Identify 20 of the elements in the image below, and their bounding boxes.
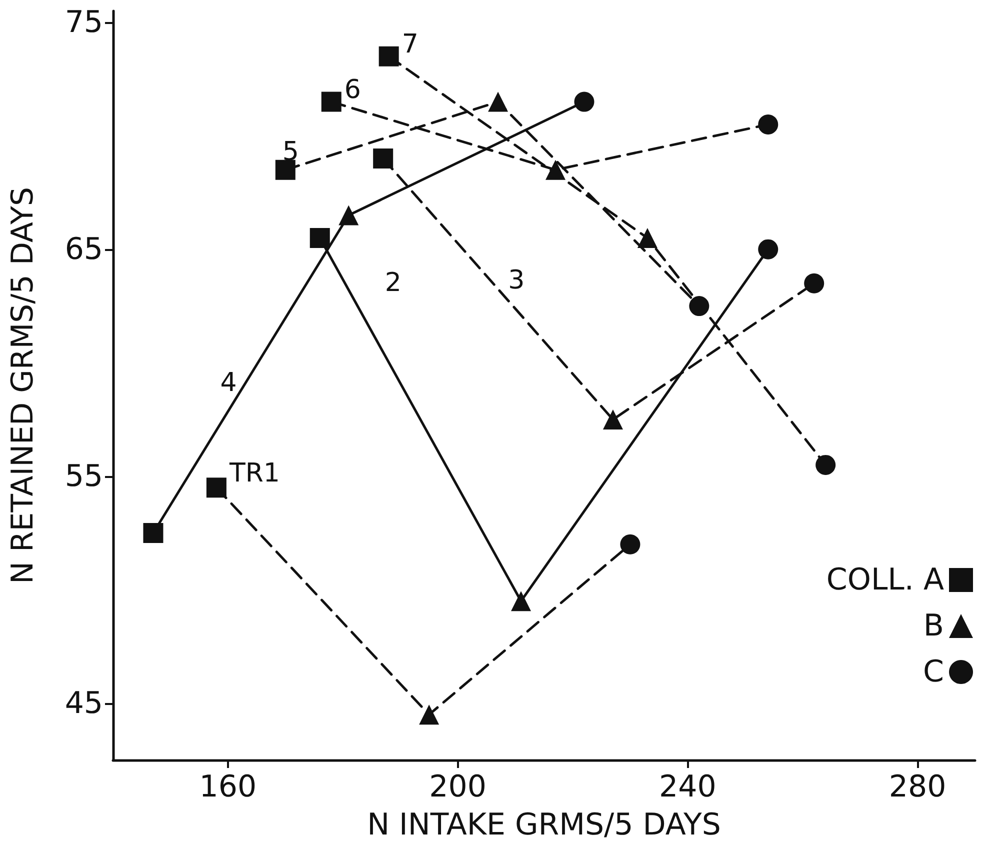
- series-label: 2: [384, 268, 402, 298]
- series-label: 3: [508, 266, 525, 296]
- series-label: 7: [402, 29, 418, 60]
- series-label: 6: [344, 74, 361, 105]
- legend-label: COLL. A: [826, 562, 944, 598]
- x-tick-label: 240: [659, 770, 716, 804]
- y-tick-label: 55: [64, 458, 103, 494]
- y-tick-label: 45: [64, 686, 103, 721]
- y-tick-label: 75: [64, 4, 103, 40]
- legend-label: C: [923, 654, 944, 690]
- y-tick-label: 65: [64, 232, 103, 267]
- series-label: 5: [282, 136, 299, 167]
- x-axis-title: N INTAKE GRMS/5 DAYS: [367, 808, 721, 842]
- x-tick-label: 280: [888, 770, 946, 804]
- series-label: TR1: [228, 458, 280, 489]
- y-axis-title: N RETAINED GRMS/5 DAYS: [6, 186, 40, 584]
- series-label: 4: [220, 368, 237, 398]
- x-tick-label: 200: [429, 770, 486, 804]
- x-tick-label: 160: [199, 770, 257, 804]
- legend-label: B: [923, 608, 944, 644]
